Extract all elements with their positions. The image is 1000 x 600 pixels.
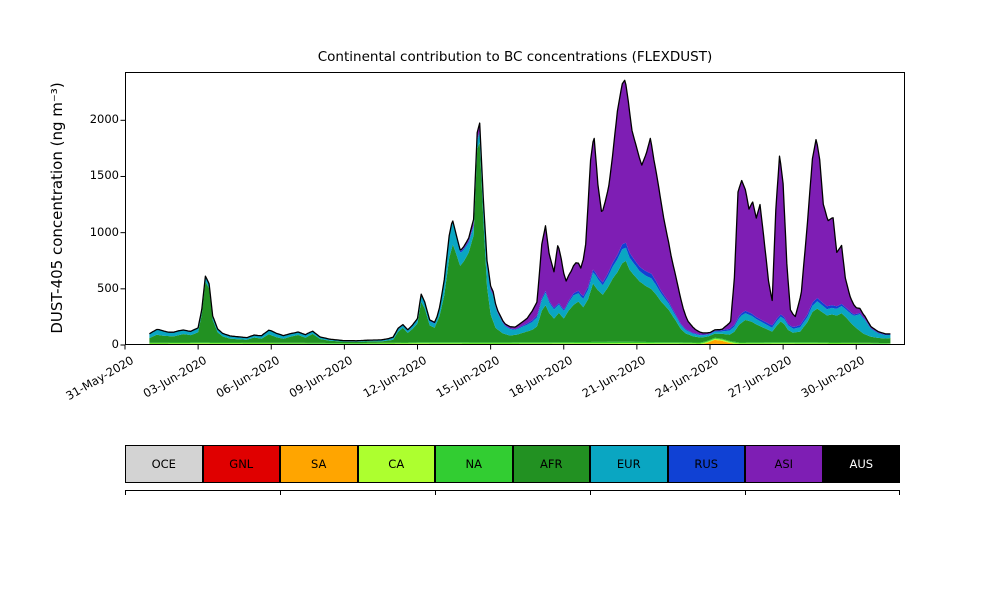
legend-item-afr: AFR	[512, 445, 590, 483]
legend-item-asi: ASI	[745, 445, 823, 483]
legend-axis-line	[125, 490, 900, 495]
legend-axis-tick	[435, 491, 436, 495]
x-tick-label: 21-Jun-2020	[579, 353, 648, 401]
legend-axis-tick	[280, 491, 281, 495]
y-tick-label: 1500	[89, 168, 119, 183]
legend-axis-tick	[899, 491, 900, 495]
legend-axis-tick	[125, 491, 126, 495]
total-outline	[149, 79, 891, 342]
legend-axis-tick	[745, 491, 746, 495]
x-tick-label: 06-Jun-2020	[213, 353, 283, 401]
x-tick-label: 09-Jun-2020	[287, 353, 356, 401]
area-series-ca	[149, 338, 891, 345]
legend-item-aus: AUS	[822, 445, 900, 483]
x-tick-label: 30-Jun-2020	[798, 353, 868, 401]
x-tick-label: 12-Jun-2020	[360, 353, 429, 401]
legend-item-ca: CA	[357, 445, 435, 483]
x-tick-label: 27-Jun-2020	[725, 353, 795, 401]
legend-item-eur: EUR	[590, 445, 668, 483]
x-tick-label: 31-May-2020	[63, 353, 136, 404]
legend-item-rus: RUS	[667, 445, 745, 483]
x-tick-label: 15-Jun-2020	[433, 353, 502, 401]
legend-item-sa: SA	[280, 445, 358, 483]
y-tick-label: 500	[97, 280, 119, 295]
area-series-asi	[149, 80, 891, 341]
y-tick-label: 1000	[89, 224, 119, 239]
stacked-area-plot	[120, 72, 905, 350]
area-series-afr	[149, 142, 891, 344]
x-tick-label: 24-Jun-2020	[652, 353, 721, 401]
legend-axis-tick	[590, 491, 591, 495]
y-tick-label: 2000	[89, 112, 119, 127]
area-series-na	[149, 337, 891, 344]
legend-item-oce: OCE	[125, 445, 203, 483]
x-tick-label: 18-Jun-2020	[506, 353, 575, 401]
y-tick-label: 0	[111, 337, 119, 351]
axes-frame	[125, 72, 905, 345]
y-axis-label: DUST-405 concentration (ng m⁻³)	[48, 82, 66, 334]
chart-title: Continental contribution to BC concentra…	[317, 49, 713, 65]
legend-item-na: NA	[435, 445, 513, 483]
legend-item-gnl: GNL	[202, 445, 280, 483]
legend: OCE GNL SA CA NA AFR EUR RUS ASI AUS	[125, 445, 900, 483]
x-tick-label: 03-Jun-2020	[140, 353, 210, 401]
plot-area	[120, 72, 905, 350]
